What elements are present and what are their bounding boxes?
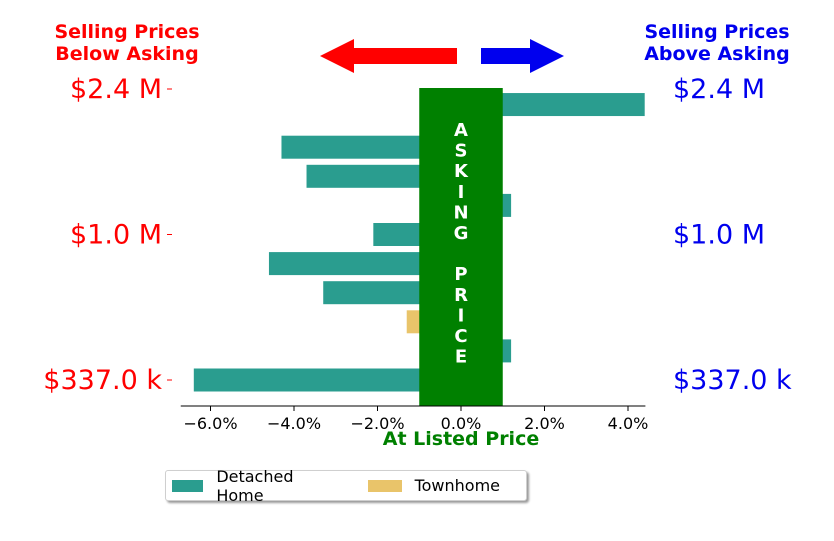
legend-item-townhome: Townhome <box>367 476 500 495</box>
legend-swatch-townhome <box>367 479 402 492</box>
y-tick-label-right-0: $2.4 M <box>673 74 765 105</box>
y-tick-label-left-2: $337.0 k <box>43 365 162 396</box>
band-letter-10: C <box>454 326 467 347</box>
bar-0 <box>461 93 645 117</box>
band-letter-8: R <box>454 285 468 306</box>
band-letter-11: E <box>455 347 467 368</box>
band-letter-0: A <box>454 120 468 141</box>
left-title-line1: Selling Prices <box>54 21 199 43</box>
y-ticks-right: $2.4 M $1.0 M $337.0 k <box>673 74 792 396</box>
x-tick-label-0: −6.0% <box>183 414 237 433</box>
legend-label-detached: Detached Home <box>216 466 294 505</box>
y-tick-label-right-2: $337.0 k <box>673 365 792 396</box>
x-tick-label-1: −4.0% <box>267 414 321 433</box>
x-tick-label-3: 0.0% <box>441 414 482 433</box>
x-ticks: −6.0% −4.0% −2.0% 0.0% 2.0% 4.0% <box>183 406 648 433</box>
x-tick-label-4: 2.0% <box>524 414 565 433</box>
legend: Detached Home Townhome <box>165 467 527 505</box>
band-letter-1: S <box>455 141 468 162</box>
bar-9 <box>193 368 462 392</box>
y-tick-label-left-1: $1.0 M <box>70 220 162 251</box>
right-title-line2: Above Asking <box>644 43 790 65</box>
band-letter-4: N <box>453 202 468 223</box>
left-title-line2: Below Asking <box>55 43 198 65</box>
y-tick-label-right-1: $1.0 M <box>673 220 765 251</box>
band-letter-9: I <box>458 305 465 326</box>
band-letter-7: P <box>454 264 467 285</box>
band-letter-5: G <box>454 223 469 244</box>
bar-1 <box>281 135 461 159</box>
legend-item-detached: Detached Home <box>172 467 336 505</box>
x-tick-label-2: −2.0% <box>350 414 404 433</box>
x-axis-label: At Listed Price <box>383 428 539 450</box>
y-ticks-left: $2.4 M $1.0 M $337.0 k <box>43 74 172 396</box>
band-letter-2: K <box>454 161 469 182</box>
asking-price-band <box>419 88 503 406</box>
legend-label-townhome: Townhome <box>414 476 500 495</box>
x-tick-label-5: 4.0% <box>608 414 649 433</box>
arrow-left-icon <box>320 39 457 73</box>
legend-swatch-detached <box>172 479 204 492</box>
arrow-right-icon <box>481 39 564 73</box>
bar-5 <box>268 252 461 276</box>
right-title-line1: Selling Prices <box>644 21 789 43</box>
y-tick-label-left-0: $2.4 M <box>70 74 162 105</box>
band-letter-3: I <box>458 182 465 203</box>
